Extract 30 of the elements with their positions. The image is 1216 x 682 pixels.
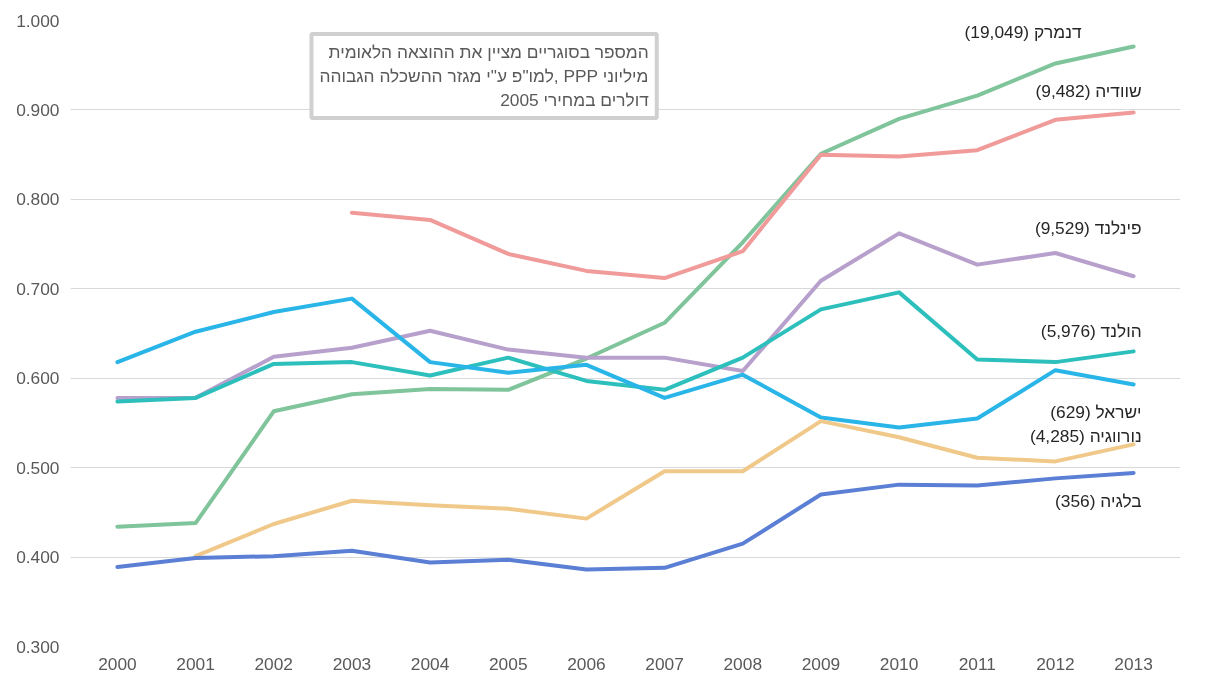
y-tick-label: 0.600 [16, 368, 60, 389]
series-label: דנמרק (19,049) [964, 22, 1083, 43]
x-tick-label: 2001 [176, 653, 215, 674]
y-tick-label: 0.500 [16, 457, 60, 478]
series-label: פינלנד (9,529) [1034, 218, 1142, 239]
series-label: ישראל (629) [1050, 402, 1142, 423]
y-tick-label: 0.700 [16, 278, 60, 299]
annotation: המספר בסוגריים מציין את ההוצאה הלאומית למו"פ ע"י מגזר ההשכלה הגבוהה, PPP מיליוני דולרים במחירי 2005 [319, 41, 650, 110]
y-tick-label: 0.900 [16, 99, 60, 120]
series-label: נורווגיה (4,285) [1029, 426, 1142, 447]
y-tick-label: 0.400 [16, 547, 60, 568]
x-tick-label: 2009 [801, 653, 841, 674]
x-tick-label: 2004 [410, 653, 450, 674]
x-tick-label: 2012 [1036, 653, 1075, 674]
x-tick-label: 2007 [645, 653, 684, 674]
y-tick-label: 0.300 [16, 636, 60, 657]
x-tick-label: 2000 [98, 653, 137, 674]
x-tick-label: 2006 [567, 653, 606, 674]
x-tick-label: 2013 [1114, 653, 1153, 674]
x-tick-label: 2005 [488, 653, 528, 674]
x-tick-label: 2002 [254, 653, 294, 674]
y-tick-label: 1.000 [16, 10, 60, 31]
y-tick-label: 0.800 [16, 189, 60, 210]
x-tick-label: 2011 [958, 653, 996, 674]
x-tick-label: 2003 [332, 653, 372, 674]
x-tick-label: 2010 [879, 653, 919, 674]
series-label: שוודיה (9,482) [1035, 80, 1142, 101]
series-label: בלגיה (356) [1055, 491, 1142, 512]
series-label: הולנד (5,976) [1040, 321, 1142, 342]
x-tick-label: 2008 [723, 653, 763, 674]
